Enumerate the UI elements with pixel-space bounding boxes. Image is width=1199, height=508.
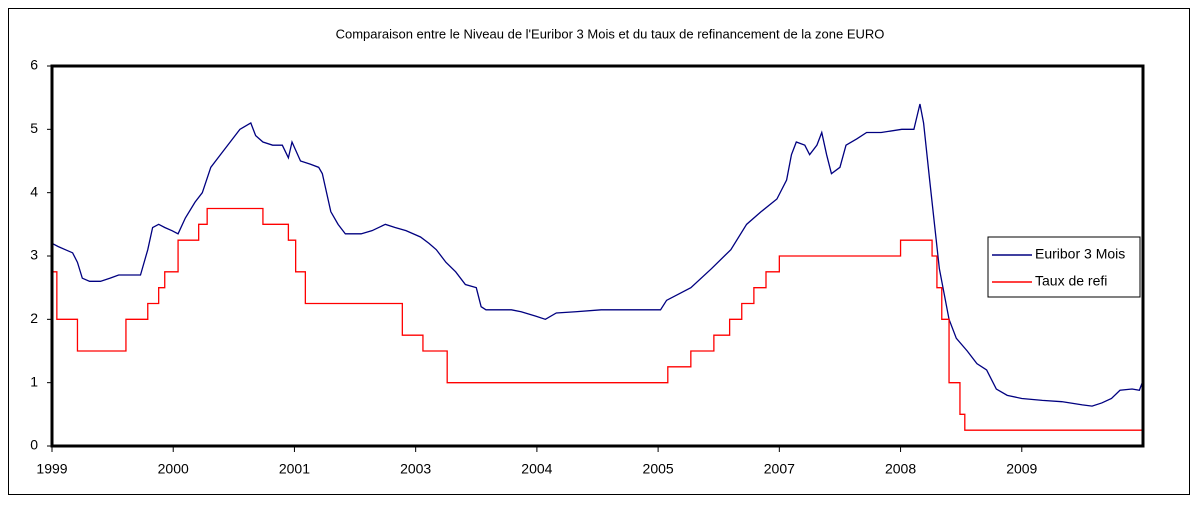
series-line [52,207,1143,431]
x-tick-label: 2007 [764,461,795,477]
x-tick-label: 2005 [643,461,674,477]
chart-title: Comparaison entre le Niveau de l'Euribor… [336,26,885,41]
series-line [51,103,1144,407]
x-tick-label: 2003 [400,461,431,477]
legend-label: Taux de refi [1035,273,1107,289]
x-tick-label: 1999 [36,461,67,477]
x-tick-label: 2009 [1006,461,1037,477]
y-tick-label: 0 [30,437,38,453]
y-tick-label: 4 [30,183,38,199]
x-tick-label: 2004 [521,461,552,477]
legend-label: Euribor 3 Mois [1035,246,1125,262]
y-tick-label: 6 [30,57,38,73]
y-tick-label: 1 [30,373,38,389]
legend-box [987,236,1141,298]
y-tick-label: 5 [30,120,38,136]
x-tick-label: 2008 [885,461,916,477]
y-tick-label: 3 [30,247,38,263]
x-tick-label: 2000 [158,461,189,477]
plot-frame [50,64,1145,448]
plot-area [52,66,1143,446]
x-tick-label: 2001 [279,461,310,477]
y-tick-label: 2 [30,310,38,326]
